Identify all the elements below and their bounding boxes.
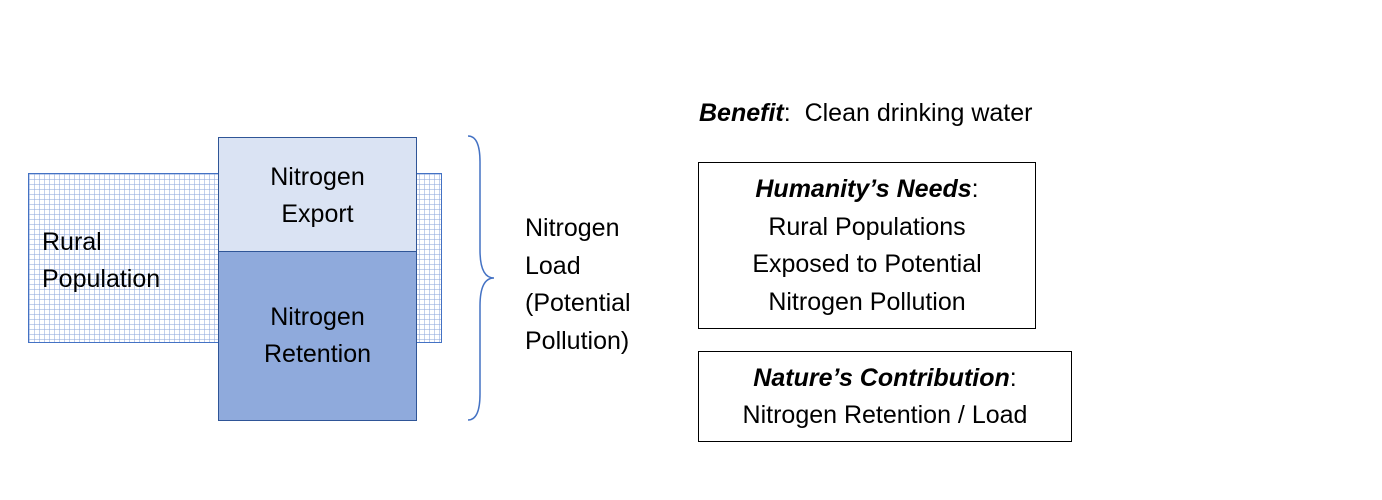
- nitrogen-retention-box: Nitrogen Retention: [218, 251, 417, 421]
- nitrogen-export-line: Export: [281, 200, 354, 228]
- nitrogen-export-box: Nitrogen Export: [218, 137, 417, 252]
- nitrogen-load-line: Load: [525, 251, 581, 280]
- nitrogen-retention-line: Nitrogen: [270, 303, 365, 331]
- nitrogen-export-line: Nitrogen: [270, 163, 365, 191]
- humanity-needs-content: Humanity’s Needs: Rural Populations Expo…: [699, 171, 1035, 321]
- nitrogen-load-label: Nitrogen Load (Potential Pollution): [525, 210, 631, 360]
- humanity-needs-line: Nitrogen Pollution: [768, 287, 966, 316]
- humanity-needs-line: Exposed to Potential: [752, 250, 982, 278]
- humanity-needs-box: Humanity’s Needs: Rural Populations Expo…: [698, 162, 1036, 329]
- humanity-needs-title: Humanity’s Needs: [755, 175, 972, 203]
- humanity-needs-colon: :: [971, 175, 979, 203]
- nature-contribution-colon: :: [1009, 364, 1017, 392]
- benefit-value: Clean drinking water: [804, 99, 1033, 127]
- nature-contribution-content: Nature’s Contribution: Nitrogen Retentio…: [699, 360, 1071, 434]
- humanity-needs-heading: Humanity’s Needs:: [699, 171, 1035, 209]
- nature-contribution-line: Nitrogen Retention / Load: [742, 401, 1028, 429]
- benefit-label: Benefit: [699, 99, 784, 127]
- nature-contribution-heading: Nature’s Contribution:: [699, 360, 1071, 397]
- nature-contribution-box: Nature’s Contribution: Nitrogen Retentio…: [698, 351, 1072, 442]
- rural-population-line: Population: [42, 265, 161, 293]
- nature-contribution-title: Nature’s Contribution: [753, 364, 1010, 392]
- nitrogen-retention-line: Retention: [263, 340, 372, 368]
- benefit-statement: Benefit: Clean drinking water: [699, 95, 1032, 132]
- nitrogen-load-line: Nitrogen: [525, 214, 620, 242]
- rural-population-line: Rural: [42, 228, 102, 256]
- curly-brace-path: [467, 135, 495, 421]
- humanity-needs-line: Rural Populations: [768, 212, 966, 241]
- nitrogen-export-label: Nitrogen Export: [219, 159, 416, 233]
- rural-population-label: Rural Population: [42, 224, 160, 298]
- curly-brace: [467, 135, 495, 421]
- nitrogen-retention-label: Nitrogen Retention: [219, 299, 416, 373]
- nitrogen-load-line: Pollution): [525, 326, 630, 355]
- benefit-separator: :: [783, 99, 805, 127]
- nitrogen-load-line: (Potential: [525, 289, 631, 317]
